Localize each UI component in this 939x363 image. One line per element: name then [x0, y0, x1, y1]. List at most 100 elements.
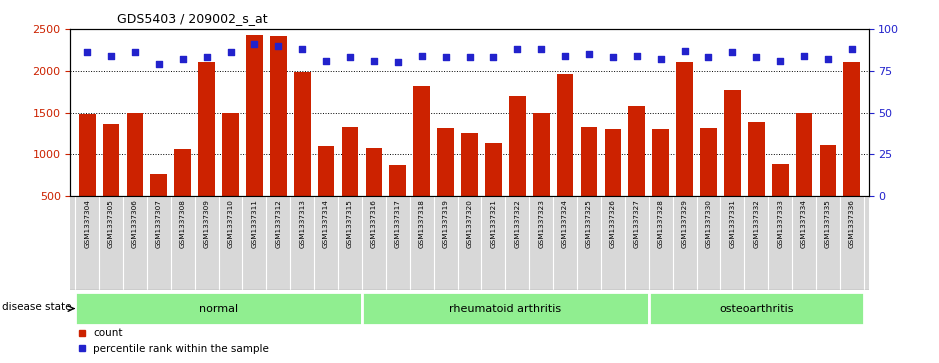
Text: GSM1337336: GSM1337336: [849, 199, 854, 248]
Text: GSM1337314: GSM1337314: [323, 199, 330, 248]
Bar: [843, 62, 860, 196]
Bar: [175, 149, 192, 196]
Text: GSM1337321: GSM1337321: [490, 199, 497, 248]
Point: [318, 58, 333, 64]
Text: GSM1337325: GSM1337325: [586, 199, 592, 248]
Bar: [795, 113, 812, 196]
Point: [223, 49, 239, 55]
Bar: [102, 124, 119, 196]
Bar: [700, 129, 716, 196]
Text: GSM1337316: GSM1337316: [371, 199, 377, 248]
Bar: [438, 129, 454, 196]
Text: GSM1337305: GSM1337305: [108, 199, 114, 248]
Text: GSM1337330: GSM1337330: [705, 199, 712, 248]
Text: GSM1337307: GSM1337307: [156, 199, 162, 248]
Text: GSM1337317: GSM1337317: [394, 199, 401, 248]
Point: [485, 54, 500, 60]
Text: GSM1337312: GSM1337312: [275, 199, 282, 248]
Point: [343, 54, 358, 60]
Text: GSM1337308: GSM1337308: [179, 199, 186, 248]
Point: [821, 56, 836, 62]
Text: GSM1337320: GSM1337320: [467, 199, 472, 248]
Point: [725, 49, 740, 55]
Bar: [390, 165, 407, 196]
Point: [533, 46, 548, 52]
Point: [844, 46, 859, 52]
Bar: [605, 129, 622, 196]
Text: disease state: disease state: [2, 302, 71, 312]
Text: GSM1337306: GSM1337306: [132, 199, 138, 248]
Point: [700, 54, 716, 60]
Point: [558, 53, 573, 59]
Text: GSM1337318: GSM1337318: [419, 199, 424, 248]
Bar: [270, 36, 286, 196]
Text: GSM1337323: GSM1337323: [538, 199, 545, 248]
Text: GSM1337334: GSM1337334: [801, 199, 807, 248]
Bar: [223, 113, 239, 196]
Point: [151, 61, 166, 67]
Bar: [509, 96, 526, 196]
Bar: [557, 74, 574, 196]
Point: [128, 49, 143, 55]
Text: GDS5403 / 209002_s_at: GDS5403 / 209002_s_at: [117, 12, 268, 25]
Text: GSM1337304: GSM1337304: [85, 199, 90, 248]
Bar: [342, 127, 359, 196]
Point: [391, 60, 406, 65]
Bar: [317, 146, 334, 196]
Bar: [772, 164, 789, 196]
Text: GSM1337310: GSM1337310: [227, 199, 234, 248]
Text: GSM1337322: GSM1337322: [515, 199, 520, 248]
Text: GSM1337333: GSM1337333: [777, 199, 783, 248]
Bar: [724, 90, 741, 196]
Text: normal: normal: [199, 303, 239, 314]
Bar: [820, 145, 837, 196]
Point: [247, 41, 262, 47]
Text: GSM1337332: GSM1337332: [753, 199, 760, 248]
Point: [176, 56, 191, 62]
Bar: [127, 113, 144, 196]
Point: [677, 48, 692, 54]
Bar: [676, 62, 693, 196]
Bar: [75, 292, 362, 325]
Text: GSM1337335: GSM1337335: [825, 199, 831, 248]
Bar: [532, 113, 549, 196]
Point: [439, 54, 454, 60]
Text: GSM1337326: GSM1337326: [609, 199, 616, 248]
Point: [103, 53, 118, 59]
Bar: [198, 62, 215, 196]
Point: [510, 46, 525, 52]
Bar: [628, 106, 645, 196]
Text: GSM1337313: GSM1337313: [300, 199, 305, 248]
Bar: [580, 127, 597, 196]
Legend: count, percentile rank within the sample: count, percentile rank within the sample: [76, 324, 273, 358]
Bar: [653, 129, 670, 196]
Point: [773, 58, 788, 64]
Point: [366, 58, 381, 64]
Point: [748, 54, 763, 60]
Text: GSM1337327: GSM1337327: [634, 199, 639, 248]
Bar: [294, 73, 311, 196]
Bar: [362, 292, 649, 325]
Text: GSM1337331: GSM1337331: [730, 199, 735, 248]
Point: [654, 56, 669, 62]
Point: [295, 46, 310, 52]
Point: [414, 53, 429, 59]
Bar: [150, 174, 167, 196]
Bar: [413, 86, 430, 196]
Point: [629, 53, 644, 59]
Bar: [246, 35, 263, 196]
Point: [796, 53, 811, 59]
Bar: [485, 143, 501, 196]
Point: [199, 54, 214, 60]
Point: [462, 54, 477, 60]
Bar: [649, 292, 864, 325]
Text: GSM1337329: GSM1337329: [682, 199, 687, 248]
Bar: [747, 122, 764, 196]
Text: GSM1337319: GSM1337319: [442, 199, 449, 248]
Text: GSM1337328: GSM1337328: [657, 199, 664, 248]
Text: GSM1337315: GSM1337315: [347, 199, 353, 248]
Point: [80, 49, 95, 55]
Point: [606, 54, 621, 60]
Point: [270, 43, 285, 49]
Point: [581, 51, 596, 57]
